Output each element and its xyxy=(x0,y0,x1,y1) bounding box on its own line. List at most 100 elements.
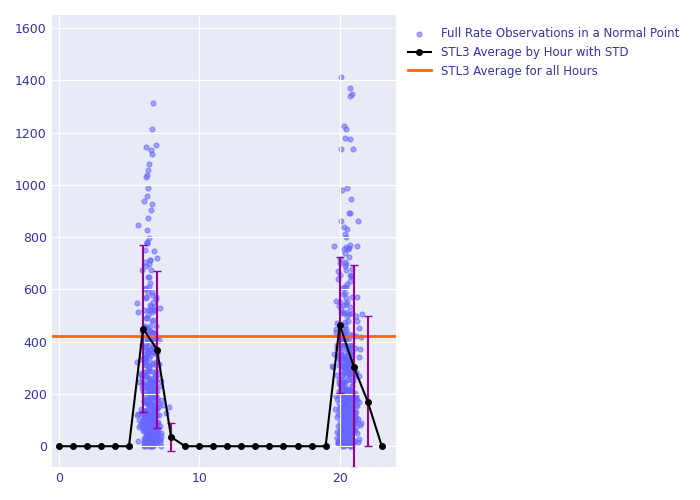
Full Rate Observations in a Normal Point xyxy=(146,426,157,434)
Full Rate Observations in a Normal Point xyxy=(141,239,153,247)
Full Rate Observations in a Normal Point xyxy=(150,348,161,356)
Full Rate Observations in a Normal Point xyxy=(145,399,156,407)
Point xyxy=(343,310,354,318)
Point xyxy=(343,408,354,416)
Point xyxy=(337,432,348,440)
Full Rate Observations in a Normal Point xyxy=(146,288,158,296)
Point xyxy=(351,396,363,404)
Point xyxy=(338,397,349,405)
Point xyxy=(341,300,352,308)
Full Rate Observations in a Normal Point xyxy=(139,422,150,430)
Point xyxy=(351,392,362,400)
Point xyxy=(340,432,351,440)
Full Rate Observations in a Normal Point xyxy=(148,306,160,314)
Full Rate Observations in a Normal Point xyxy=(144,441,155,449)
Full Rate Observations in a Normal Point xyxy=(141,439,153,447)
Full Rate Observations in a Normal Point xyxy=(148,410,159,418)
Full Rate Observations in a Normal Point xyxy=(150,393,162,401)
Point xyxy=(346,352,357,360)
Full Rate Observations in a Normal Point xyxy=(145,367,156,375)
Full Rate Observations in a Normal Point xyxy=(154,382,165,390)
Point xyxy=(340,426,351,434)
Full Rate Observations in a Normal Point xyxy=(132,438,144,446)
Point xyxy=(344,417,356,425)
Point xyxy=(341,394,352,402)
Full Rate Observations in a Normal Point xyxy=(148,434,159,442)
Full Rate Observations in a Normal Point xyxy=(145,278,156,286)
Full Rate Observations in a Normal Point xyxy=(150,376,162,384)
Point xyxy=(344,439,355,447)
Point xyxy=(329,242,340,250)
Point xyxy=(339,405,350,413)
Point xyxy=(337,384,349,392)
Point xyxy=(340,260,351,268)
Point xyxy=(335,435,346,443)
Full Rate Observations in a Normal Point xyxy=(141,408,153,416)
Full Rate Observations in a Normal Point xyxy=(150,372,161,380)
Full Rate Observations in a Normal Point xyxy=(148,390,159,398)
Full Rate Observations in a Normal Point xyxy=(142,330,153,338)
Point xyxy=(340,381,351,389)
Full Rate Observations in a Normal Point xyxy=(143,348,154,356)
Point xyxy=(340,324,351,332)
Point xyxy=(344,421,355,429)
Full Rate Observations in a Normal Point xyxy=(148,400,159,408)
Full Rate Observations in a Normal Point xyxy=(147,338,158,345)
Point xyxy=(347,425,358,433)
Full Rate Observations in a Normal Point xyxy=(150,426,162,434)
Full Rate Observations in a Normal Point xyxy=(147,426,158,434)
Point xyxy=(347,331,358,339)
Full Rate Observations in a Normal Point xyxy=(148,416,159,424)
Full Rate Observations in a Normal Point xyxy=(144,402,155,409)
Full Rate Observations in a Normal Point xyxy=(144,414,155,422)
Full Rate Observations in a Normal Point xyxy=(140,437,151,445)
Full Rate Observations in a Normal Point xyxy=(146,402,157,409)
Full Rate Observations in a Normal Point xyxy=(140,314,151,322)
Full Rate Observations in a Normal Point xyxy=(155,436,166,444)
Full Rate Observations in a Normal Point xyxy=(141,434,152,442)
Point xyxy=(340,431,351,439)
Point xyxy=(344,397,355,405)
Point xyxy=(341,417,352,425)
Full Rate Observations in a Normal Point xyxy=(141,396,153,404)
Point xyxy=(337,380,348,388)
Full Rate Observations in a Normal Point xyxy=(143,272,154,280)
Full Rate Observations in a Normal Point xyxy=(143,214,154,222)
Full Rate Observations in a Normal Point xyxy=(143,384,154,392)
Point xyxy=(338,406,349,413)
Point xyxy=(337,384,349,392)
Full Rate Observations in a Normal Point xyxy=(144,384,155,392)
Full Rate Observations in a Normal Point xyxy=(146,432,157,440)
Full Rate Observations in a Normal Point xyxy=(149,438,160,446)
STL3 Average by Hour with STD xyxy=(195,443,204,449)
Full Rate Observations in a Normal Point xyxy=(140,294,151,302)
Point xyxy=(346,382,358,390)
Point xyxy=(342,404,353,412)
Point xyxy=(346,420,358,428)
Full Rate Observations in a Normal Point xyxy=(151,430,162,438)
Full Rate Observations in a Normal Point xyxy=(151,370,162,378)
Point xyxy=(345,272,356,280)
Full Rate Observations in a Normal Point xyxy=(141,354,152,362)
Point xyxy=(333,405,344,413)
Full Rate Observations in a Normal Point xyxy=(144,274,155,281)
Full Rate Observations in a Normal Point xyxy=(144,412,155,420)
Point xyxy=(348,145,359,153)
Point xyxy=(344,388,356,396)
Point xyxy=(344,358,356,366)
Point xyxy=(346,310,357,318)
Full Rate Observations in a Normal Point xyxy=(145,402,156,410)
Full Rate Observations in a Normal Point xyxy=(136,374,148,382)
Point xyxy=(340,434,351,442)
Full Rate Observations in a Normal Point xyxy=(139,413,150,421)
Full Rate Observations in a Normal Point xyxy=(145,346,156,354)
Point xyxy=(344,208,356,216)
Full Rate Observations in a Normal Point xyxy=(148,247,160,255)
Point xyxy=(339,414,350,422)
Full Rate Observations in a Normal Point xyxy=(143,430,154,438)
Full Rate Observations in a Normal Point xyxy=(141,143,152,151)
Point xyxy=(342,359,354,367)
Full Rate Observations in a Normal Point xyxy=(148,388,159,396)
Point xyxy=(342,426,354,434)
Full Rate Observations in a Normal Point xyxy=(145,388,156,396)
